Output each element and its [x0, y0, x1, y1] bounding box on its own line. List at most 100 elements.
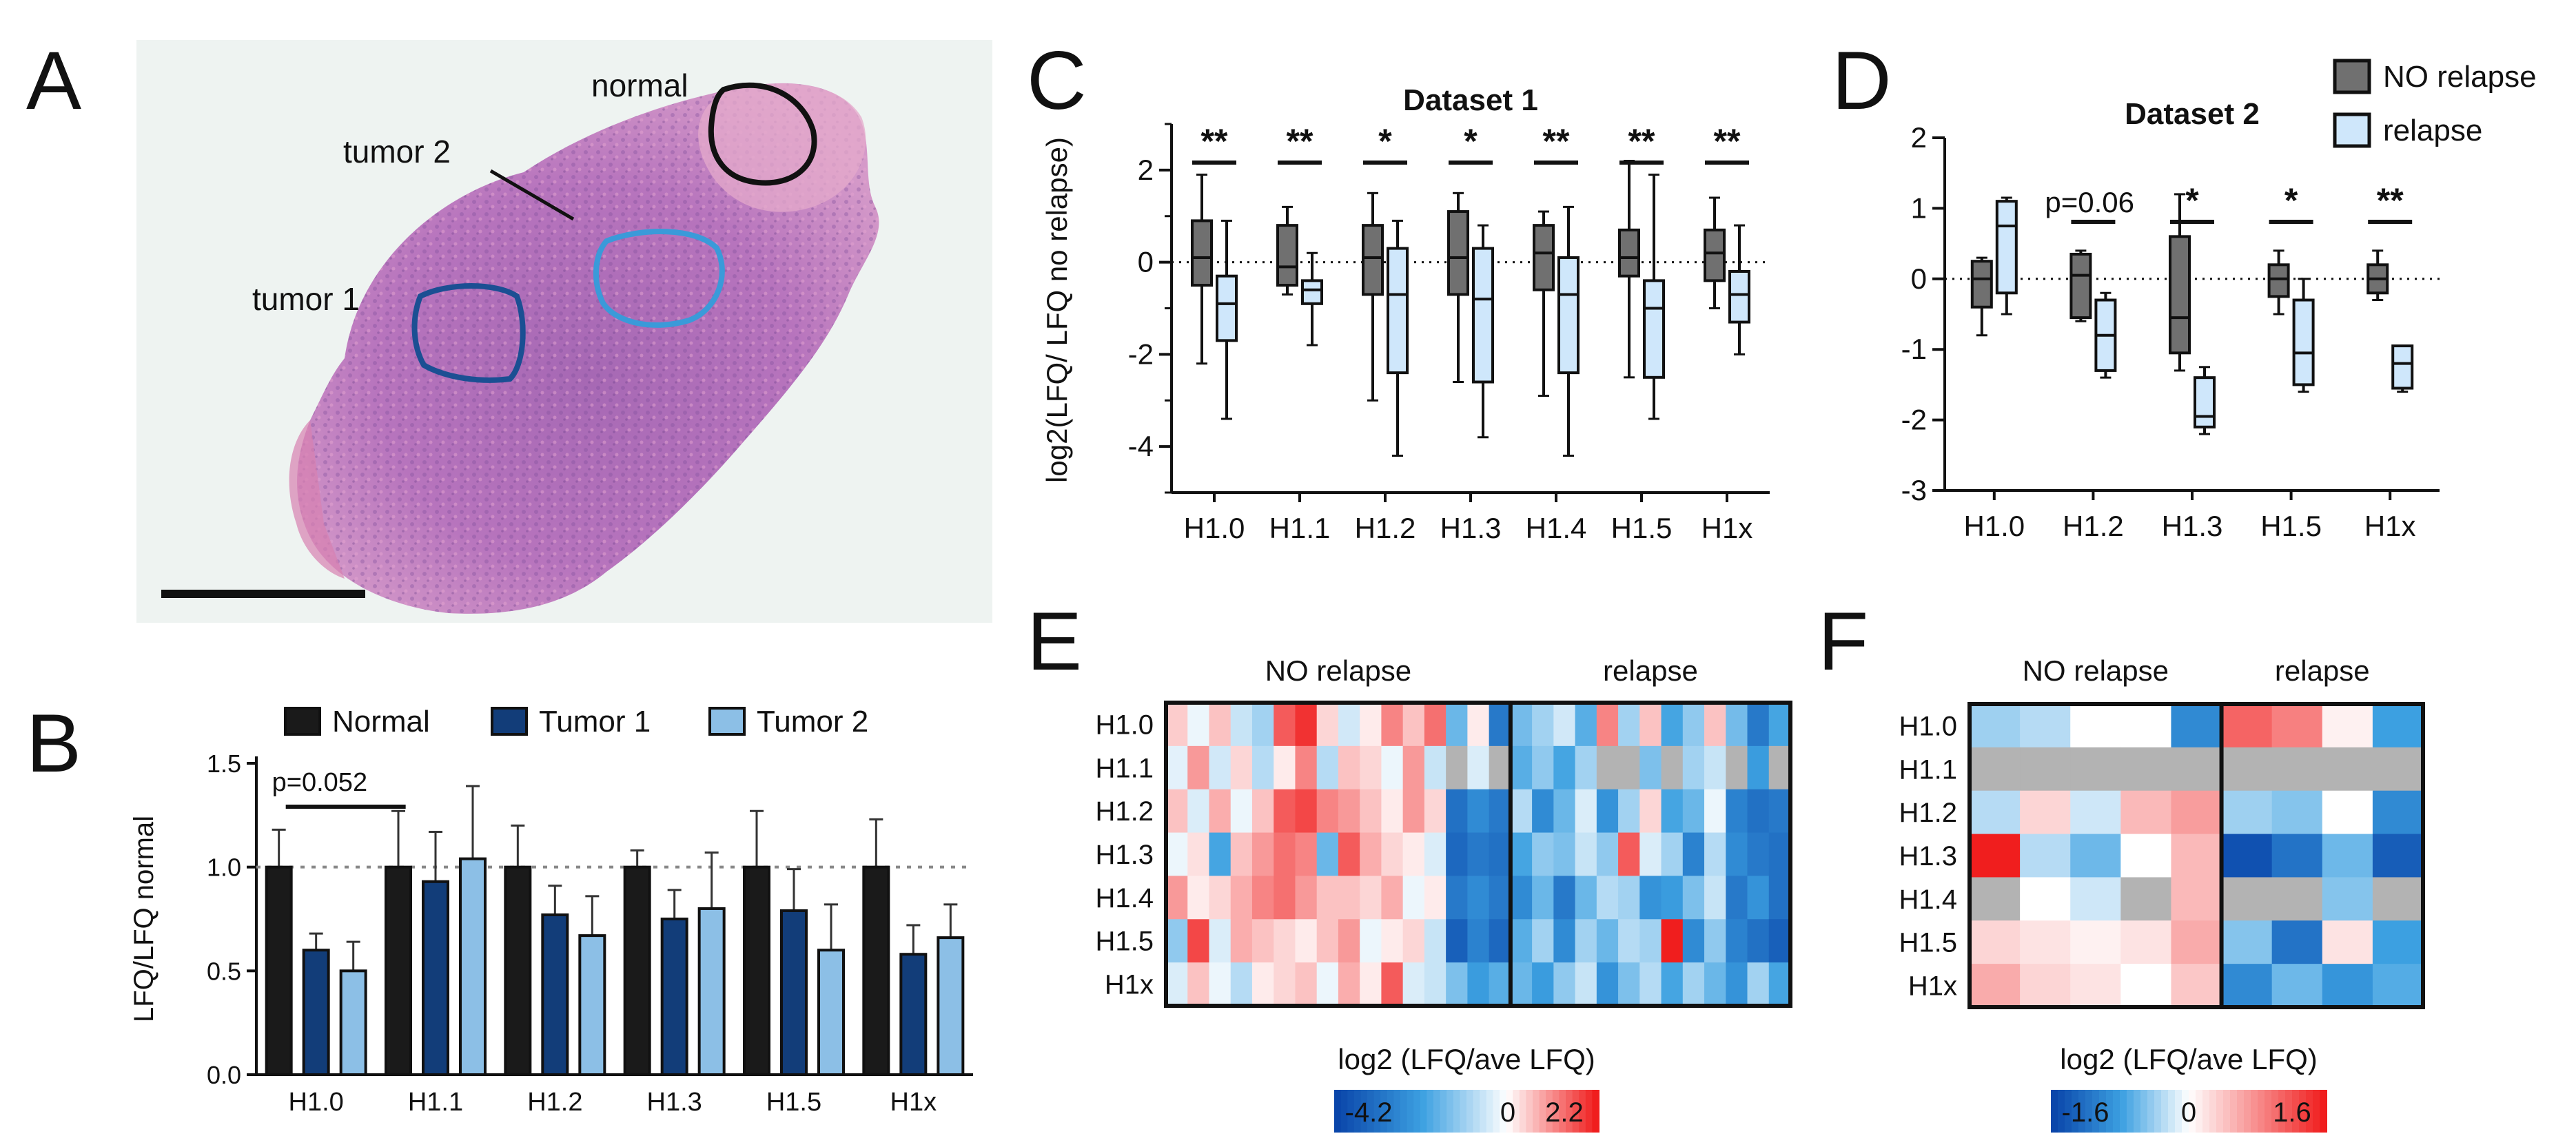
chartE-cell: [1682, 919, 1705, 963]
chartE-cell: [1209, 745, 1231, 790]
chartE-row-label: H1.1: [1096, 753, 1154, 783]
chartE-cell: [1726, 832, 1748, 876]
chartF-colorbar-segment: [2113, 1090, 2120, 1133]
chartE-cell: [1510, 745, 1533, 790]
chartF-cell: [2171, 790, 2222, 835]
chartF-cell: [2171, 877, 2222, 921]
chartE-cell: [1209, 919, 1231, 963]
chartE-cell: [1187, 876, 1209, 920]
chartF-cell: [2322, 834, 2373, 878]
chartC-significance-label: **: [1628, 122, 1655, 161]
chartC-box: [1618, 228, 1640, 278]
chartE-colorbar-segment: [1360, 1090, 1368, 1133]
chartE-cell: [1316, 962, 1339, 1006]
chartE-row-label: H1.5: [1096, 927, 1154, 957]
chartE-cell: [1251, 832, 1274, 876]
chartF-cell: [2120, 964, 2171, 1008]
b-bar: [422, 880, 449, 1076]
chartF-cell: [2221, 704, 2273, 748]
chartE-cell: [1489, 832, 1511, 876]
chart-f-heatmap: H1.0 H1.1 H1.2 H1.3 H1.4 H1.5 H1x NO relapse rel…: [1899, 654, 2425, 1133]
b-bar: [899, 953, 928, 1077]
chartF-cell: [2120, 790, 2171, 835]
chartD-box: [2194, 376, 2216, 428]
b-y-tick-label: 0.0: [207, 1061, 241, 1089]
chartE-colorbar-segment: [1440, 1090, 1448, 1133]
chartF-cell: [2120, 747, 2171, 792]
b-x-tick-label: H1.2: [527, 1088, 582, 1117]
chartC-y-tick-label: 0: [1138, 246, 1154, 278]
chartF-cell: [1970, 747, 2021, 792]
chartF-colorbar-segment: [2127, 1090, 2134, 1133]
chartD-significance-label: *: [2284, 181, 2298, 220]
chartE-colorbar-segment: [1413, 1090, 1421, 1133]
chartE-cell: [1532, 876, 1554, 920]
chartE-cell: [1704, 962, 1726, 1006]
chartD-x-tick-label: H1.5: [2260, 510, 2322, 542]
chartE-cell: [1661, 962, 1684, 1006]
chartF-row-label: H1.2: [1899, 798, 1958, 828]
label-normal: normal: [591, 68, 688, 103]
chartE-cell: [1360, 703, 1382, 747]
chartE-colorbar-mid: 0: [1500, 1097, 1515, 1128]
d-legend-swatch-relapse: [2333, 112, 2371, 148]
chartE-cell: [1187, 745, 1209, 790]
chartE-cell: [1446, 876, 1468, 920]
chartE-row-label: H1x: [1105, 970, 1154, 1000]
chartE-colorbar-segment: [1340, 1090, 1349, 1133]
chartF-colorbar-segment: [2216, 1090, 2224, 1133]
chartE-cell: [1381, 876, 1404, 920]
chartE-cell: [1726, 703, 1748, 747]
chartE-cell: [1274, 876, 1296, 920]
tumor2-region-outline: [593, 229, 725, 328]
chartF-cell: [2372, 920, 2424, 964]
chartF-colorbar-label: log2 (LFQ/ave LFQ): [2060, 1043, 2317, 1075]
chartE-colorbar-segment: [1579, 1090, 1586, 1133]
chartD-box: [2292, 298, 2315, 386]
chartE-colorbar-segment: [1420, 1090, 1428, 1133]
chartF-cell: [2020, 834, 2071, 878]
chartF-cell: [2221, 920, 2273, 964]
chartC-box: [1472, 247, 1494, 384]
chartE-colorbar-segment: [1433, 1090, 1441, 1133]
chartF-cell: [2020, 747, 2071, 792]
tumor2-pointer-line: [489, 169, 575, 221]
panel-label-d: D: [1832, 34, 1892, 127]
chartC-significance-label: *: [1378, 122, 1392, 161]
chartE-cell: [1446, 832, 1468, 876]
chartF-colorbar-max: 1.6: [2273, 1097, 2311, 1128]
chartE-cell: [1618, 919, 1640, 963]
chartC-box: [1216, 274, 1238, 342]
chartE-cell: [1553, 745, 1576, 790]
chartE-cell: [1166, 832, 1188, 876]
chartF-cell: [2020, 790, 2071, 835]
chartF-cell: [2221, 790, 2273, 835]
chartE-cell: [1467, 745, 1490, 790]
chartC-significance-label: **: [1201, 122, 1228, 161]
chartE-cell: [1682, 876, 1705, 920]
chartE-cell: [1166, 745, 1188, 790]
chartE-cell: [1639, 832, 1662, 876]
chartE-cell: [1726, 745, 1748, 790]
b-bar: [541, 913, 569, 1077]
chartE-cell: [1295, 703, 1318, 747]
chartE-cell: [1489, 876, 1511, 920]
chartF-cell: [2171, 834, 2222, 878]
tissue-texture: [297, 83, 879, 614]
chartE-cell: [1381, 745, 1404, 790]
chartE-colorbar-segment: [1407, 1090, 1415, 1133]
chartC-box: [1191, 219, 1213, 287]
chartD-y-tick-label: -2: [1901, 404, 1927, 436]
chartC-y-tick-label: 2: [1138, 154, 1154, 186]
chartE-cell: [1230, 832, 1253, 876]
chartD-x-tick-label: H1.0: [1963, 510, 2025, 542]
chartE-cell: [1424, 876, 1447, 920]
chartF-colorbar-segment: [2154, 1090, 2162, 1133]
chartF-cell: [1970, 920, 2021, 964]
chartE-cell: [1768, 919, 1791, 963]
c-y-label: log2(LFQ/ LFQ no relapse): [1041, 137, 1073, 483]
chartF-row-label: H1.1: [1899, 754, 1958, 785]
b-y-label: LFQ/LFQ normal: [129, 816, 159, 1022]
chartF-colorbar-segment: [2092, 1090, 2100, 1133]
chartE-cell: [1274, 919, 1296, 963]
